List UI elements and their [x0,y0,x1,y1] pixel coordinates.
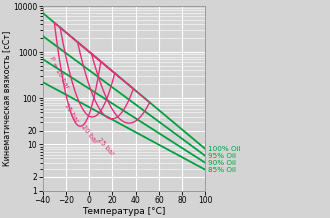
Text: 100% Oil: 100% Oil [208,146,240,152]
Text: 85% Oil: 85% Oil [208,167,236,173]
X-axis label: Температура [°C]: Температура [°C] [82,206,166,216]
Y-axis label: Кинематическая вязкость [cСт]: Кинематическая вязкость [cСт] [3,31,12,166]
Text: 20 bar: 20 bar [80,124,98,144]
Text: 90% Oil: 90% Oil [208,160,236,166]
Text: 95% Oil: 95% Oil [208,153,236,159]
Text: P = 10 bar: P = 10 bar [49,56,70,90]
Text: 25 bar: 25 bar [96,136,115,156]
Text: 15 bar: 15 bar [64,102,80,124]
